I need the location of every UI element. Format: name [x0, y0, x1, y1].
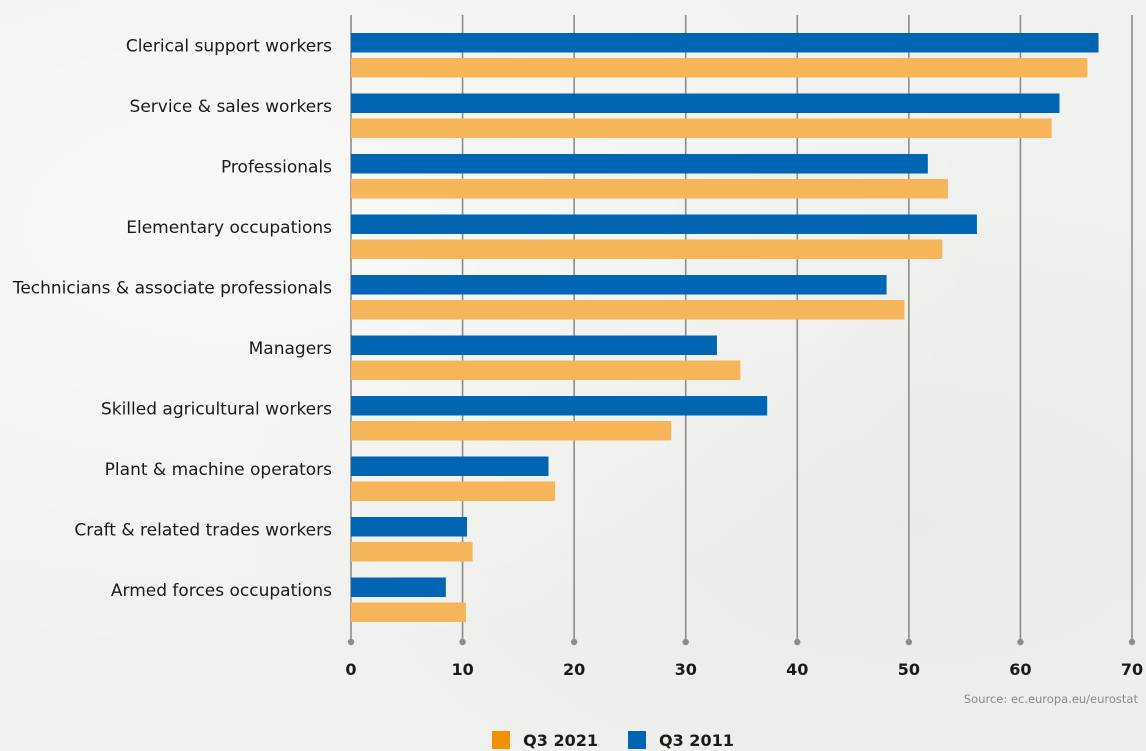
bar-q3-2011-5 [351, 335, 717, 355]
x-tick-label-0: 0 [345, 660, 356, 679]
bar-q3-2011-0 [351, 33, 1099, 53]
bar-q3-2021-0 [351, 58, 1088, 78]
category-label-7: Plant & machine operators [105, 460, 332, 480]
bar-q3-2011-2 [351, 154, 928, 174]
x-tick-label-20: 20 [563, 660, 585, 679]
bar-q3-2021-9 [351, 602, 466, 622]
bar-q3-2021-3 [351, 239, 943, 259]
legend-item-q3-2021: Q3 2021 [492, 729, 598, 751]
legend-item-q3-2011: Q3 2011 [628, 729, 734, 751]
bar-q3-2021-7 [351, 481, 556, 501]
legend-label-q3-2011: Q3 2011 [659, 730, 734, 750]
x-tick-label-10: 10 [451, 660, 473, 679]
bar-q3-2011-8 [351, 517, 468, 537]
legend-swatch-q3-2021 [492, 731, 511, 749]
x-axis-tick-layer: 0 10 20 30 40 50 60 70 [345, 660, 1143, 679]
bar-q3-2011-1 [351, 93, 1060, 113]
category-label-6: Skilled agricultural workers [101, 400, 332, 420]
bar-q3-2021-1 [351, 118, 1052, 138]
gridline-dot-20 [570, 638, 578, 646]
x-tick-label-50: 50 [898, 660, 920, 679]
category-label-5: Managers [249, 339, 333, 359]
bar-q3-2021-4 [351, 300, 905, 320]
bar-q3-2011-9 [351, 577, 446, 597]
legend-swatch-q3-2011 [628, 731, 646, 749]
category-label-8: Craft & related trades workers [74, 521, 332, 541]
bar-q3-2021-5 [351, 360, 741, 380]
gridline-dot-40 [794, 638, 801, 646]
x-tick-label-30: 30 [675, 660, 697, 679]
gridline-dot-70 [1128, 638, 1136, 646]
gridline-dot-50 [905, 638, 913, 646]
gridline-dot-60 [1017, 638, 1024, 646]
category-label-layer: Clerical support workers Service & sales … [12, 37, 332, 602]
legend: Q3 2021 Q3 2011 [0, 729, 1146, 751]
gridline-dot-10 [459, 638, 466, 646]
bar-q3-2011-6 [351, 396, 768, 416]
x-tick-label-60: 60 [1009, 660, 1031, 679]
x-tick-label-40: 40 [786, 660, 808, 679]
source-note: Source: ec.europa.eu/eurostat [963, 692, 1138, 706]
category-label-1: Service & sales workers [130, 97, 333, 117]
gridline-dot-30 [682, 638, 689, 646]
bar-q3-2021-2 [351, 179, 948, 199]
x-tick-label-70: 70 [1121, 660, 1143, 679]
category-label-4: Technicians & associate professionals [12, 279, 332, 299]
bar-q3-2021-6 [351, 421, 672, 441]
bar-layer [351, 33, 1099, 622]
bar-q3-2021-8 [351, 542, 473, 562]
legend-label-q3-2021: Q3 2021 [523, 730, 598, 750]
category-label-0: Clerical support workers [126, 37, 332, 57]
bar-q3-2011-4 [351, 275, 887, 295]
gridline-dot-0 [347, 638, 355, 646]
bar-q3-2011-7 [351, 456, 549, 476]
bar-q3-2011-3 [351, 214, 977, 234]
category-label-2: Professionals [221, 158, 332, 178]
category-label-9: Armed forces occupations [111, 581, 332, 601]
category-label-3: Elementary occupations [126, 218, 332, 238]
